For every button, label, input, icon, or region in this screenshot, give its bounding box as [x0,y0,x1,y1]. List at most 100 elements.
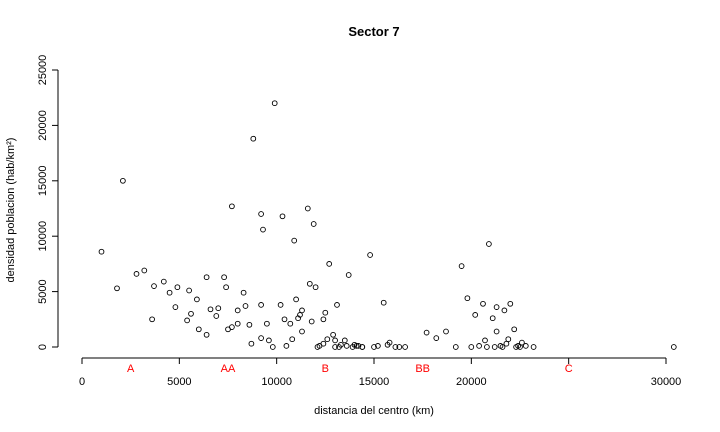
data-point [120,177,126,184]
data-point [491,344,498,350]
data-point [289,336,296,343]
data-point [229,203,235,210]
data-point [486,241,492,247]
data-point [151,283,157,289]
data-point [215,305,222,312]
data-point [195,326,202,333]
data-point [505,336,512,343]
data-point [458,263,465,269]
data-point [392,344,399,350]
data-point [332,344,338,350]
data-point [334,302,340,308]
data-point [269,344,276,350]
data-point [489,315,496,322]
data-point [160,278,167,285]
data-point [149,316,155,323]
data-point [221,274,227,281]
data-point [194,296,200,303]
data-point [386,339,393,346]
data-point [476,343,482,349]
y-axis: 0 5000 10000 15000 20000 25000 [37,55,59,350]
data-point [443,328,449,335]
data-point [174,284,181,291]
data-point [293,296,299,303]
data-point [277,302,284,308]
data-point [240,289,247,296]
data-point [353,343,360,349]
data-point [258,335,264,341]
y-tick-label: 0 [37,344,49,350]
data-point [250,135,257,142]
data-point [670,344,677,350]
data-point [326,261,333,267]
data-point [493,328,500,335]
data-point [299,307,305,314]
data-point [229,324,235,330]
data-point [493,304,500,310]
x-axis: 0 5000 10000 15000 20000 30000 [79,357,681,388]
data-point [260,226,266,233]
data-point [266,337,272,344]
data-point [355,343,362,349]
data-point [114,285,120,292]
data-point [468,344,475,350]
data-point [499,344,506,350]
annotation-label: C [565,363,573,375]
data-point [133,271,140,277]
data-point [433,335,440,341]
data-point [306,280,313,287]
data-point [312,284,319,291]
data-point [330,331,336,338]
data-point [258,302,264,308]
data-points [98,100,677,350]
data-point [343,343,350,349]
data-point [297,312,303,318]
data-point [141,267,148,274]
data-point [234,307,241,314]
data-point [291,237,298,244]
data-point [234,320,241,327]
data-point [522,343,529,349]
data-point [322,309,329,316]
data-point [304,205,311,212]
y-axis-title: densidad poblacion (hab/km²) [5,138,17,283]
data-point [310,221,317,227]
data-point [464,295,471,302]
data-point [279,213,286,220]
annotation-label: B [322,363,329,375]
data-point [332,337,338,344]
data-point [264,320,270,327]
data-point [184,317,190,324]
data-point [480,300,486,307]
data-point [484,344,490,350]
data-point [320,316,327,323]
data-point [166,289,173,296]
data-point [213,313,220,319]
data-point [186,287,192,294]
x-tick-label: 5000 [167,376,191,388]
data-point [396,344,403,350]
data-point [308,318,315,325]
y-tick-label: 15000 [37,166,49,197]
annotation-label: A [127,363,135,375]
data-point [287,320,294,327]
data-point [242,303,249,309]
data-point [380,299,387,306]
y-tick-label: 20000 [37,110,49,141]
category-annotations: A AA B BB C [127,363,573,375]
data-point [203,274,210,281]
data-point [452,344,459,350]
data-point [299,328,305,335]
data-point [530,344,537,350]
data-point [258,211,264,217]
y-tick-label: 25000 [37,55,49,86]
data-point [507,300,514,307]
data-point [375,343,381,349]
data-point [501,307,508,314]
data-point [511,326,518,333]
data-point [98,248,105,255]
data-point [271,100,278,107]
data-point [188,310,194,317]
data-point [246,321,253,328]
